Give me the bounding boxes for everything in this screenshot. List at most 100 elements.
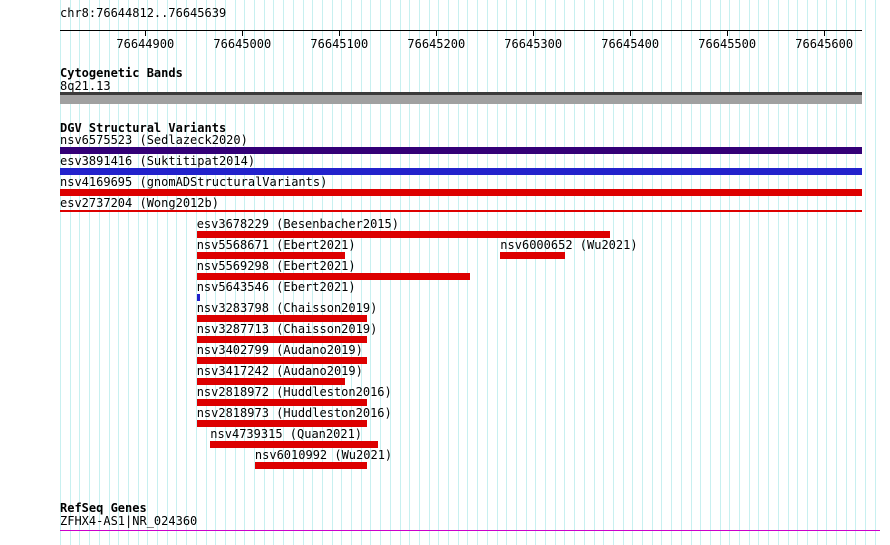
ruler-tick-label: 76645000 (213, 37, 272, 51)
grid-line (69, 0, 71, 545)
variant-label[interactable]: nsv4739315 (Quan2021) (210, 427, 363, 441)
variant-label[interactable]: esv3678229 (Besenbacher2015) (196, 217, 399, 231)
grid-line (186, 0, 188, 545)
grid-line (515, 0, 517, 545)
variant-label[interactable]: nsv3402799 (Audano2019) (196, 343, 363, 357)
grid-line (787, 0, 789, 545)
variant-label[interactable]: nsv5569298 (Ebert2021) (196, 259, 356, 273)
grid-line (147, 0, 149, 545)
grid-line (254, 0, 255, 545)
variant-label[interactable]: nsv3287713 (Chaisson2019) (196, 322, 378, 336)
variant-label[interactable]: nsv4169695 (gnomADStructuralVariants) (60, 175, 328, 189)
ruler-tick (436, 30, 438, 36)
grid-line (370, 0, 372, 545)
ruler-tick-label: 76645500 (698, 37, 757, 51)
grid-line (574, 0, 576, 545)
grid-line (157, 0, 158, 545)
variant-bar[interactable] (500, 252, 566, 259)
grid-line (205, 0, 207, 545)
variant-label[interactable]: nsv6000652 (Wu2021) (500, 238, 638, 252)
grid-line (273, 0, 275, 545)
variant-label[interactable]: nsv2818972 (Huddleston2016) (196, 385, 392, 399)
grid-line (603, 0, 605, 545)
grid-line (302, 0, 304, 545)
variant-bar[interactable] (196, 294, 200, 301)
variant-label[interactable]: nsv5643546 (Ebert2021) (196, 280, 356, 294)
ruler-tick (339, 30, 341, 36)
grid-line (176, 0, 178, 545)
variant-label[interactable]: nsv3283798 (Chaisson2019) (196, 301, 378, 315)
ruler-tick (145, 30, 147, 36)
grid-line (700, 0, 702, 545)
locus-label: chr8:76644812..76645639 (60, 6, 227, 20)
variant-bar[interactable] (196, 315, 368, 322)
grid-line (244, 0, 246, 545)
grid-line (331, 0, 333, 545)
variant-label[interactable]: nsv6010992 (Wu2021) (254, 448, 393, 462)
grid-line (292, 0, 294, 545)
cytobands-section-title: Cytogenetic Bands (60, 66, 183, 80)
grid-line (312, 0, 314, 545)
grid-line (845, 0, 847, 545)
grid-line (642, 0, 643, 545)
variant-label[interactable]: nsv6575523 (Sedlazeck2020) (60, 133, 248, 147)
grid-line (535, 0, 537, 545)
ruler-tick-label: 76645200 (407, 37, 466, 51)
ruler-tick-label: 76644900 (116, 37, 175, 51)
grid-line (438, 0, 440, 545)
refseq-section-title: RefSeq Genes (60, 501, 147, 515)
cytoband-bar[interactable] (60, 92, 862, 104)
variant-bar[interactable] (60, 189, 862, 196)
grid-line (457, 0, 459, 545)
grid-line (545, 0, 546, 545)
grid-line (739, 0, 740, 545)
grid-line (137, 0, 139, 545)
grid-line (166, 0, 168, 545)
grid-line (98, 0, 100, 545)
ruler-tick (630, 30, 632, 36)
variant-bar[interactable] (196, 231, 610, 238)
grid-line (564, 0, 566, 545)
grid-line (690, 0, 692, 545)
grid-line (60, 0, 61, 545)
grid-line (797, 0, 799, 545)
grid-line (486, 0, 488, 545)
grid-line (389, 0, 391, 545)
variant-label[interactable]: esv3891416 (Suktitipat2014) (60, 154, 256, 168)
grid-line (768, 0, 770, 545)
grid-line (79, 0, 81, 545)
variant-bar[interactable] (254, 462, 368, 469)
refseq-gene-line[interactable] (60, 530, 880, 531)
grid-line (89, 0, 91, 545)
refseq-gene-label[interactable]: ZFHX4-AS1|NR_024360 (60, 514, 198, 528)
grid-line (224, 0, 226, 545)
variant-label[interactable]: nsv3417242 (Audano2019) (196, 364, 363, 378)
ruler-tick-label: 76645400 (601, 37, 660, 51)
variant-label[interactable]: nsv5568671 (Ebert2021) (196, 238, 356, 252)
grid-line (758, 0, 760, 545)
variant-bar[interactable] (196, 252, 346, 259)
variant-bar[interactable] (196, 336, 368, 343)
variant-bar[interactable] (196, 420, 368, 427)
variant-bar[interactable] (60, 168, 862, 175)
variant-label[interactable]: nsv2818973 (Huddleston2016) (196, 406, 392, 420)
variant-bar[interactable] (196, 273, 471, 280)
ruler-tick (824, 30, 826, 36)
variant-bar[interactable] (196, 378, 346, 385)
grid-line (263, 0, 265, 545)
grid-line (671, 0, 673, 545)
variant-bar[interactable] (210, 441, 379, 448)
grid-line (874, 0, 876, 545)
variant-bar[interactable] (196, 399, 368, 406)
ruler-tick (727, 30, 729, 36)
variant-bar[interactable] (60, 210, 862, 212)
variant-label[interactable]: esv2737204 (Wong2012b) (60, 196, 219, 210)
variant-bar[interactable] (196, 357, 368, 364)
grid-line (234, 0, 236, 545)
grid-line (467, 0, 469, 545)
grid-line (777, 0, 779, 545)
variant-bar[interactable] (60, 147, 862, 154)
grid-line (360, 0, 362, 545)
grid-line (836, 0, 837, 545)
